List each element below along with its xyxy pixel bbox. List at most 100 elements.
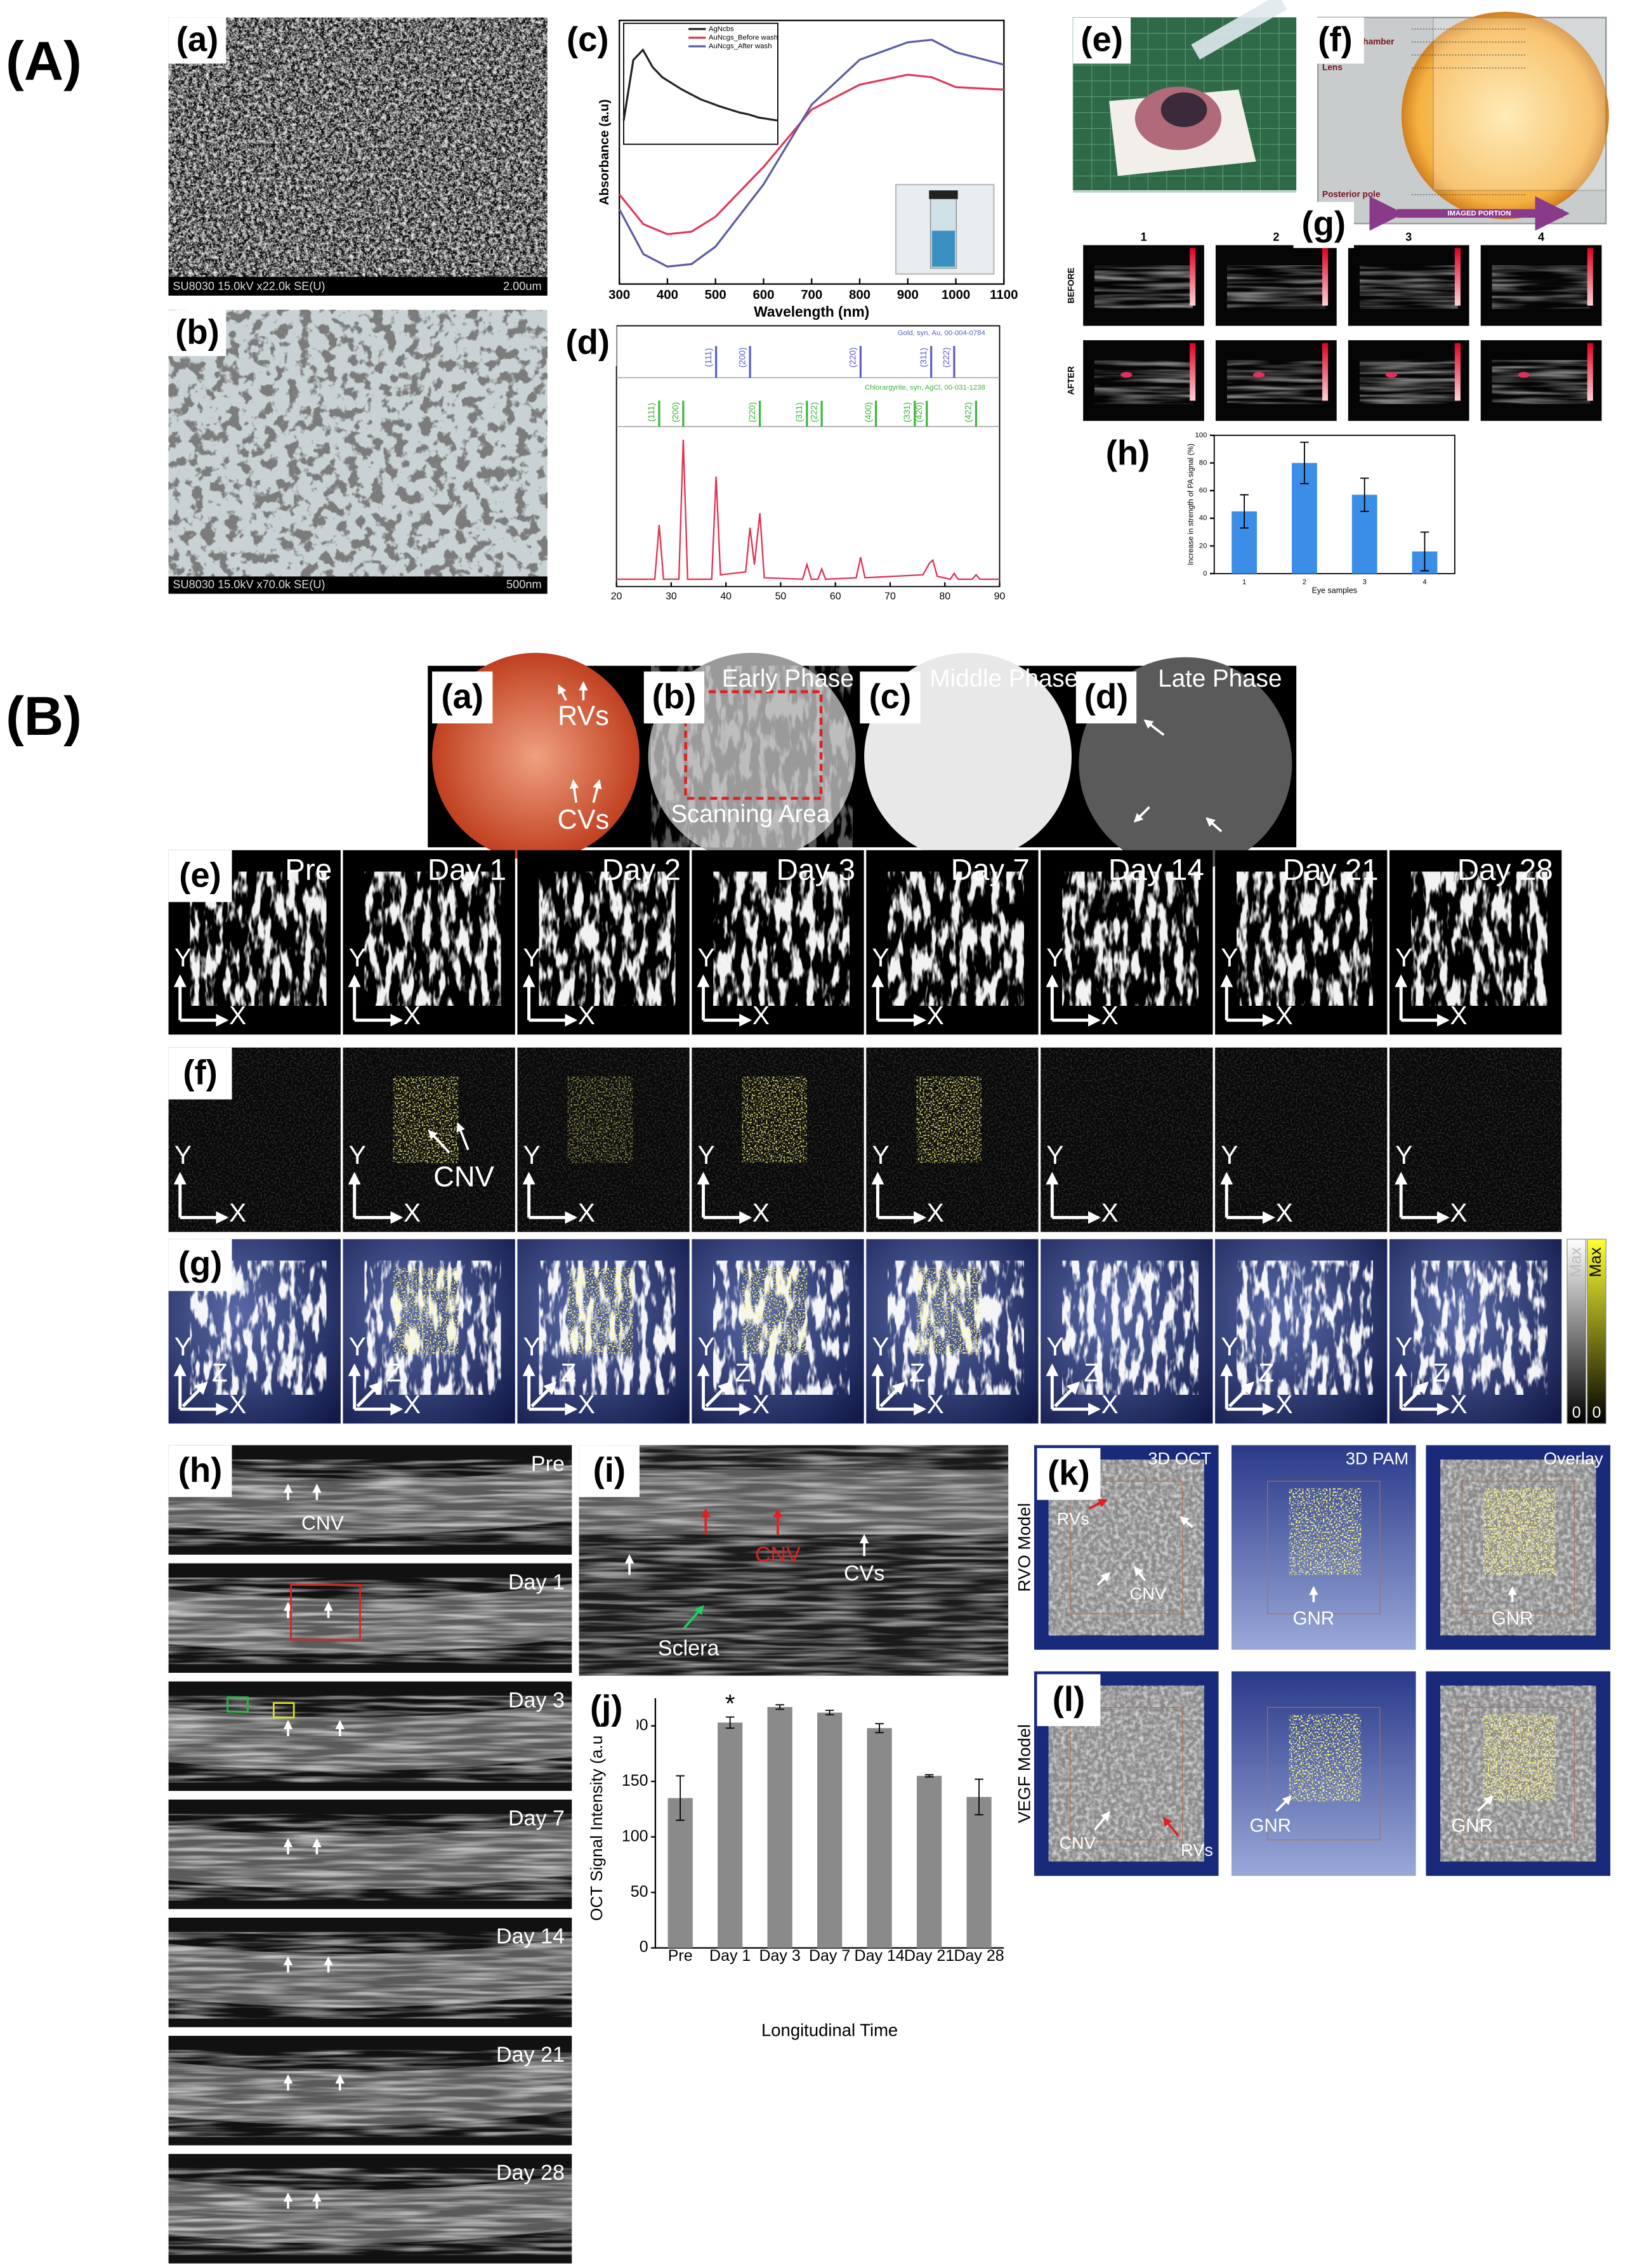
column-title: 3D PAM bbox=[1346, 1448, 1409, 1468]
panel-label: (k) bbox=[1048, 1453, 1090, 1492]
time-label: Day 28 bbox=[496, 2161, 565, 2185]
bar bbox=[867, 1728, 892, 1948]
axis-glyph: X bbox=[927, 1198, 944, 1227]
y-tick-label: 50 bbox=[631, 1883, 648, 1901]
y-tick-label: 20 bbox=[1199, 542, 1207, 550]
reference-label: (420) bbox=[914, 402, 924, 423]
error-bar bbox=[725, 1716, 735, 1729]
colorbar bbox=[1322, 247, 1329, 306]
x-tick-label: Pre bbox=[668, 1947, 693, 1965]
panel-label: (f) bbox=[183, 1053, 217, 1091]
phase-title: Middle Phase bbox=[929, 665, 1078, 692]
arrow bbox=[1134, 1566, 1146, 1581]
annotation: CNV bbox=[755, 1543, 801, 1567]
x-tick-label: 80 bbox=[939, 591, 950, 602]
eye bbox=[1401, 11, 1609, 220]
axis-glyph: X bbox=[578, 1390, 595, 1419]
arrow bbox=[356, 1381, 383, 1408]
axis-glyph: X bbox=[1275, 1198, 1292, 1227]
arrow bbox=[1088, 1499, 1108, 1510]
label-box bbox=[432, 671, 493, 723]
legend-entry: AgNcbs bbox=[709, 25, 734, 33]
arrow bbox=[1096, 1572, 1111, 1586]
panel-label: (h) bbox=[1106, 433, 1150, 472]
time-label: Day 1 bbox=[428, 853, 507, 887]
error-bar bbox=[825, 1710, 834, 1716]
axis-glyph: X bbox=[927, 1001, 944, 1030]
label-box bbox=[168, 1047, 232, 1100]
axis-glyph: Z bbox=[212, 1358, 228, 1387]
arrow bbox=[1133, 806, 1150, 823]
axis-glyph: Z bbox=[909, 1358, 925, 1387]
texture bbox=[1411, 871, 1547, 1006]
axis-glyph: Y bbox=[174, 1140, 192, 1170]
colorbar-label: Max bbox=[1587, 1247, 1605, 1277]
colorbar bbox=[1190, 343, 1196, 401]
arrow bbox=[569, 779, 579, 803]
error-bar bbox=[975, 1778, 983, 1816]
texture bbox=[1483, 1714, 1556, 1802]
axis-glyph: Y bbox=[523, 1140, 541, 1170]
x-axis-label: Eye samples bbox=[1312, 586, 1357, 595]
arrow bbox=[1179, 1515, 1193, 1529]
axis-glyph: Z bbox=[735, 1358, 751, 1387]
axis-glyph: Y bbox=[349, 943, 366, 972]
roi bbox=[272, 1702, 295, 1718]
arrow bbox=[1162, 1817, 1179, 1836]
phase-title: Late Phase bbox=[1158, 665, 1282, 692]
time-label: Day 2 bbox=[602, 853, 681, 887]
column-title: Overlay bbox=[1544, 1448, 1603, 1468]
reference-label: (222) bbox=[942, 347, 951, 367]
line-series bbox=[618, 39, 1004, 268]
axis-glyph: Y bbox=[872, 1332, 889, 1361]
x-tick-label: 500 bbox=[705, 288, 726, 302]
column-label: 3 bbox=[1405, 231, 1412, 244]
y-tick-label: 60 bbox=[1199, 487, 1207, 494]
x-tick-label: Day 3 bbox=[759, 1947, 801, 1965]
label-box bbox=[860, 671, 921, 723]
texture bbox=[1062, 871, 1199, 1006]
x-tick-label: Day 21 bbox=[904, 1947, 954, 1965]
y-tick-label: 0 bbox=[640, 1938, 648, 1956]
phase-title: Early Phase bbox=[722, 665, 854, 692]
column-title: 3D OCT bbox=[1148, 1448, 1211, 1468]
label-box bbox=[1293, 202, 1354, 248]
axis-glyph: Y bbox=[1221, 1332, 1238, 1361]
colorbar-label: Max bbox=[1566, 1247, 1584, 1277]
reference-name: Gold, syn, Au, 00-004-0784 bbox=[898, 329, 985, 337]
syringe bbox=[1191, 0, 1287, 60]
banner: IMAGED PORTION bbox=[1447, 209, 1511, 217]
label-box bbox=[168, 1445, 232, 1498]
texture bbox=[742, 1076, 807, 1163]
label-box bbox=[579, 1445, 640, 1498]
panel-label: (g) bbox=[178, 1244, 223, 1283]
annotation: Scanning Area bbox=[671, 800, 830, 827]
panel-label: (c) bbox=[567, 20, 609, 59]
y-axis-label: OCT Signal Intensity (a.u.) bbox=[587, 1725, 606, 1921]
annotation: RVs bbox=[1181, 1840, 1213, 1860]
axis-glyph: Y bbox=[1395, 1332, 1412, 1361]
x-tick-label: 1100 bbox=[990, 288, 1018, 302]
caption: SU8030 15.0kV x70.0k SE(U) bbox=[173, 578, 325, 591]
annotation: CNV bbox=[301, 1512, 345, 1534]
axis-glyph: Y bbox=[349, 1332, 366, 1361]
time-label: Day 21 bbox=[496, 2043, 565, 2067]
arrow bbox=[1205, 817, 1223, 833]
axis-glyph: X bbox=[1275, 1390, 1292, 1419]
arrow bbox=[1054, 1381, 1080, 1408]
arrow bbox=[1228, 1381, 1254, 1408]
annotation: CVs bbox=[558, 805, 609, 835]
texture bbox=[1227, 360, 1325, 404]
texture bbox=[168, 2168, 572, 2255]
texture bbox=[713, 871, 850, 1006]
time-label: Day 3 bbox=[777, 853, 856, 887]
panel-label: (a) bbox=[176, 20, 219, 59]
arrow bbox=[879, 1381, 906, 1408]
error-bar bbox=[1360, 477, 1369, 512]
x-tick-label: 20 bbox=[611, 591, 622, 602]
time-label: Day 7 bbox=[508, 1807, 565, 1831]
panel-label: (f) bbox=[1318, 20, 1352, 59]
texture bbox=[888, 871, 1024, 1006]
texture bbox=[393, 1268, 459, 1355]
axis-glyph: X bbox=[1275, 1001, 1292, 1030]
